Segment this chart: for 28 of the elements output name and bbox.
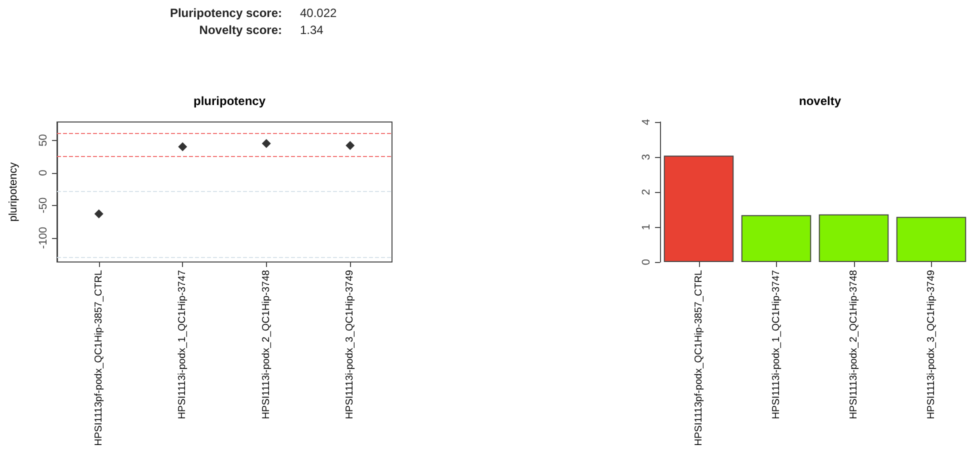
x-tick-label: HPSI1113i-podx_3_QC1Hip-3749 xyxy=(344,270,356,420)
y-tick-label: 2 xyxy=(640,188,652,196)
y-tick-label: 4 xyxy=(640,118,652,126)
chart-title: novelty xyxy=(798,94,842,108)
x-tick-label: HPSI1113i-podx_2_QC1Hip-3748 xyxy=(260,270,272,420)
text: 40.022 xyxy=(300,6,338,20)
text: Novelty score: xyxy=(198,23,282,37)
point xyxy=(94,209,104,218)
y-tick-label: 50 xyxy=(38,134,50,146)
y-tick-label: 0 xyxy=(38,170,50,176)
x-tick-label: HPSI1113pf-podx_QC1Hip-3857_CTRL xyxy=(93,270,104,446)
chart-title: pluripotency xyxy=(193,94,266,108)
x-tick-label: HPSI1113i-podx_2_QC1Hip-3748 xyxy=(848,270,860,420)
x-tick-label: HPSI1113i-podx_1_QC1Hip-3747 xyxy=(177,270,188,420)
text: 1.34 xyxy=(300,23,324,37)
point xyxy=(262,138,271,148)
x-tick-label: HPSI1113i-podx_3_QC1Hip-3749 xyxy=(926,270,937,420)
point xyxy=(178,142,188,152)
y-tick-label: -50 xyxy=(38,197,50,214)
y-tick-label: 0 xyxy=(640,258,652,266)
y-tick-label: 3 xyxy=(640,154,652,160)
y-tick-label: 1 xyxy=(640,224,652,230)
text: Pluripotency score: xyxy=(168,6,282,20)
y-tick-label: -100 xyxy=(38,226,50,249)
y-axis-title: pluripotency xyxy=(8,162,20,222)
point xyxy=(346,140,355,150)
x-tick-label: HPSI1113i-podx_1_QC1Hip-3747 xyxy=(770,270,782,420)
x-tick-label: HPSI1113pf-podx_QC1Hip-3857_CTRL xyxy=(693,270,704,446)
